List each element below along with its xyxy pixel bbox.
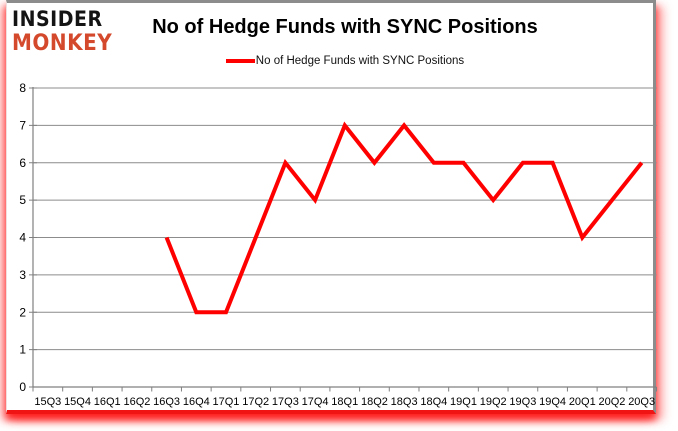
x-tick-label: 18Q3 [391, 396, 418, 408]
y-tick-label: 7 [19, 118, 26, 132]
y-tick-label: 0 [19, 380, 26, 394]
legend: No of Hedge Funds with SYNC Positions [33, 55, 657, 67]
x-tick-label: 16Q4 [183, 396, 210, 408]
x-tick-label: 15Q3 [34, 396, 61, 408]
x-tick-label: 17Q1 [213, 396, 240, 408]
chart-card [6, 0, 656, 414]
x-tick-label: 16Q3 [153, 396, 180, 408]
y-tick-label: 4 [19, 231, 26, 245]
x-tick-label: 19Q4 [539, 396, 566, 408]
logo-insider-text: INSIDER [12, 6, 103, 32]
y-tick-label: 2 [19, 305, 26, 319]
x-tick-label: 19Q3 [509, 396, 536, 408]
x-tick-label: 16Q1 [94, 396, 121, 408]
y-tick-label: 1 [19, 343, 26, 357]
x-tick-label: 20Q1 [569, 396, 596, 408]
x-tick-label: 16Q2 [123, 396, 150, 408]
legend-line-marker [225, 59, 255, 63]
legend-label: No of Hedge Funds with SYNC Positions [255, 55, 465, 67]
y-tick-label: 5 [19, 193, 26, 207]
x-tick-label: 15Q4 [64, 396, 91, 408]
x-tick-label: 19Q1 [450, 396, 477, 408]
x-tick-label: 17Q2 [242, 396, 269, 408]
insider-monkey-logo: INSIDER MONKEY [12, 6, 113, 56]
logo-monkey-text: MONKEY [12, 28, 113, 56]
x-tick-label: 20Q3 [628, 396, 655, 408]
x-tick-label: 20Q2 [599, 396, 626, 408]
x-tick-label: 17Q3 [272, 396, 299, 408]
y-tick-label: 6 [19, 156, 26, 170]
y-tick-label: 3 [19, 268, 26, 282]
x-tick-label: 18Q4 [420, 396, 447, 408]
y-tick-label: 8 [19, 81, 26, 95]
data-line [164, 121, 644, 315]
x-tick-label: 17Q4 [302, 396, 329, 408]
x-tick-label: 19Q2 [480, 396, 507, 408]
chart-title: No of Hedge Funds with SYNC Positions [152, 16, 538, 38]
x-tick-label: 18Q2 [361, 396, 388, 408]
x-tick-label: 18Q1 [331, 396, 358, 408]
